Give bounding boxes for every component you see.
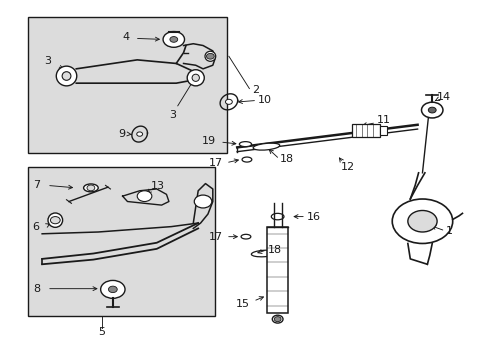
Ellipse shape	[48, 213, 62, 227]
Circle shape	[274, 317, 281, 321]
Text: 18: 18	[279, 154, 293, 164]
Text: 13: 13	[151, 181, 164, 192]
Text: 7: 7	[34, 180, 41, 190]
Text: 10: 10	[258, 95, 272, 105]
Circle shape	[407, 211, 436, 232]
Text: 8: 8	[34, 284, 41, 294]
Text: 1: 1	[445, 226, 451, 236]
Ellipse shape	[253, 143, 279, 150]
Ellipse shape	[271, 213, 284, 220]
Ellipse shape	[251, 250, 276, 257]
Circle shape	[206, 53, 214, 59]
Bar	[266, 226, 288, 313]
Circle shape	[87, 185, 95, 191]
Text: 2: 2	[251, 85, 259, 95]
Bar	[27, 167, 215, 316]
Bar	[379, 126, 386, 135]
Text: 6: 6	[33, 222, 40, 232]
Ellipse shape	[83, 184, 98, 192]
Text: 9: 9	[118, 129, 125, 139]
Circle shape	[169, 37, 177, 42]
Ellipse shape	[62, 72, 71, 80]
Text: 14: 14	[436, 92, 450, 102]
Ellipse shape	[239, 141, 251, 147]
Text: 5: 5	[99, 327, 105, 337]
Bar	[351, 124, 379, 137]
Ellipse shape	[192, 74, 199, 81]
Text: 15: 15	[235, 299, 249, 309]
Text: 17: 17	[208, 232, 222, 242]
Circle shape	[137, 132, 142, 136]
Text: 11: 11	[376, 115, 390, 125]
Text: 17: 17	[208, 158, 222, 168]
Ellipse shape	[56, 66, 77, 86]
Text: 19: 19	[202, 136, 216, 146]
Circle shape	[194, 195, 211, 208]
Circle shape	[101, 280, 125, 298]
Text: 18: 18	[267, 244, 282, 255]
Bar	[27, 17, 227, 153]
Text: 16: 16	[306, 212, 320, 222]
Ellipse shape	[187, 70, 204, 86]
Circle shape	[225, 99, 232, 104]
Ellipse shape	[242, 157, 251, 162]
Circle shape	[421, 102, 442, 118]
Circle shape	[427, 107, 435, 113]
Text: 3: 3	[44, 56, 51, 66]
Circle shape	[163, 32, 184, 47]
Text: 4: 4	[122, 32, 130, 42]
Circle shape	[137, 191, 152, 202]
Ellipse shape	[204, 51, 215, 61]
Ellipse shape	[272, 315, 283, 323]
Text: 3: 3	[168, 110, 176, 120]
Ellipse shape	[241, 234, 250, 239]
Circle shape	[50, 217, 60, 224]
Text: 12: 12	[340, 162, 354, 172]
Circle shape	[391, 199, 452, 243]
Circle shape	[108, 286, 117, 293]
